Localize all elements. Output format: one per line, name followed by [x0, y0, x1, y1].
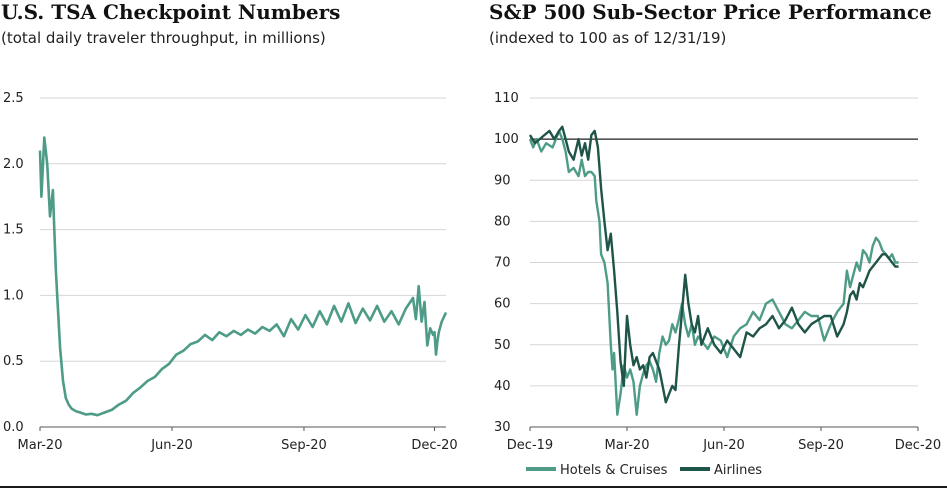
- tsa-y-tick-label: 1.0: [3, 288, 24, 303]
- tsa-x-tick-label: Mar-20: [18, 438, 63, 453]
- sp500-y-tick-label: 40: [494, 379, 511, 394]
- legend-airlines-label: Airlines: [714, 463, 762, 478]
- tsa-line-chart: 0.0 0.5 1.0 1.5 2.0 2.5 Mar-20 Jun-20 Sep-20 Dec-…: [3, 91, 458, 453]
- sp500-y-tick-label: 90: [494, 173, 511, 188]
- tsa-series-line: [38, 136, 448, 417]
- sp500-chart-title: S&P 500 Sub-Sector Price Performance: [489, 0, 932, 24]
- tsa-chart-subtitle: (total daily traveler throughput, in mil…: [1, 29, 326, 47]
- tsa-y-tick-label: 2.5: [3, 91, 24, 106]
- sp500-line-chart: 30 40 50 60 70 80 90 100 110 Dec-19 Mar-20 Jun-20 Se…: [494, 91, 941, 478]
- sp500-y-tick-label: 50: [494, 338, 511, 353]
- sp500-y-tick-label: 100: [494, 132, 519, 147]
- bottom-divider: [0, 486, 947, 488]
- tsa-y-tick-label: 0.0: [3, 420, 24, 435]
- tsa-chart-title: U.S. TSA Checkpoint Numbers: [1, 0, 341, 24]
- sp500-y-tick-label: 60: [494, 297, 511, 312]
- sp500-chart-subtitle: (indexed to 100 as of 12/31/19): [489, 29, 727, 47]
- sp500-x-tick-label: Mar-20: [605, 438, 650, 453]
- hotels-cruises-series-line: [528, 129, 899, 416]
- sp500-y-tick-label: 110: [494, 91, 519, 106]
- sp500-x-tick-label: Sep-20: [798, 438, 844, 453]
- tsa-x-tick-label: Sep-20: [281, 438, 327, 453]
- sp500-x-tick-label: Jun-20: [702, 438, 745, 453]
- sp500-y-tick-label: 70: [494, 256, 511, 271]
- airlines-series-line: [528, 125, 899, 404]
- tsa-y-tick-label: 1.5: [3, 223, 24, 238]
- tsa-y-tick-label: 2.0: [3, 157, 24, 172]
- sp500-y-tick-label: 80: [494, 214, 511, 229]
- legend-hotels-cruises-label: Hotels & Cruises: [560, 463, 668, 478]
- sp500-y-tick-label: 30: [494, 420, 511, 435]
- tsa-x-tick-label: Jun-20: [150, 438, 193, 453]
- sp500-x-tick-label: Dec-20: [895, 438, 941, 453]
- tsa-x-tick-label: Dec-20: [411, 438, 457, 453]
- sp500-x-tick-label: Dec-19: [507, 438, 553, 453]
- tsa-y-tick-label: 0.5: [3, 354, 24, 369]
